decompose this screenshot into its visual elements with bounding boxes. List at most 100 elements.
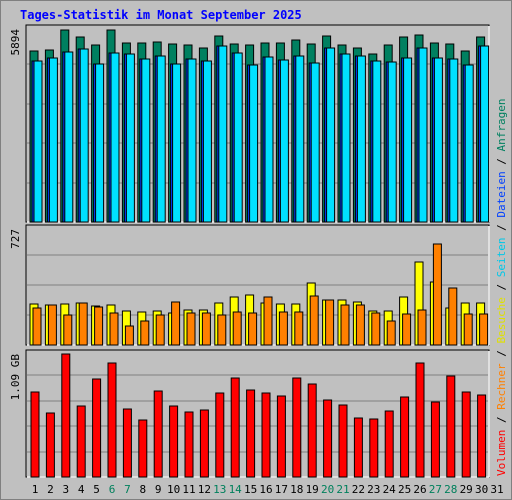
legend-seiten: Seiten xyxy=(495,237,508,278)
x-tick-label-day-23: 23 xyxy=(367,483,380,496)
bar-seiten-day-30 xyxy=(480,45,490,223)
x-tick-label-day-19: 19 xyxy=(306,483,319,496)
axis-max-label-bottom: 1.09 GB xyxy=(9,354,22,401)
bar-volumen-day-27 xyxy=(430,401,440,478)
bar-seiten-day-26 xyxy=(418,47,428,223)
bar-rechner-day-9 xyxy=(155,314,165,346)
x-tick-label-day-3: 3 xyxy=(62,483,69,496)
x-tick-label-day-30: 30 xyxy=(475,483,488,496)
bar-seiten-day-21 xyxy=(341,53,351,223)
bar-seiten-day-19 xyxy=(310,62,320,223)
bar-seiten-day-11 xyxy=(187,58,197,223)
x-tick-label-day-16: 16 xyxy=(259,483,272,496)
legend-separator: / xyxy=(495,416,508,424)
x-tick-label-day-26: 26 xyxy=(413,483,426,496)
x-tick-label-day-29: 29 xyxy=(460,483,473,496)
x-tick-label-day-17: 17 xyxy=(275,483,288,496)
bar-seiten-day-20 xyxy=(326,47,336,223)
x-tick-label-day-25: 25 xyxy=(398,483,411,496)
x-tick-label-day-18: 18 xyxy=(290,483,303,496)
x-tick-label-day-2: 2 xyxy=(47,483,54,496)
bar-seiten-day-23 xyxy=(372,60,382,223)
bar-rechner-day-2 xyxy=(47,304,57,346)
bar-volumen-day-23 xyxy=(369,418,379,478)
x-tick-label-day-15: 15 xyxy=(244,483,257,496)
bar-rechner-day-24 xyxy=(386,320,396,346)
bar-seiten-day-1 xyxy=(33,60,43,223)
bar-volumen-day-28 xyxy=(446,375,456,478)
bar-seiten-day-28 xyxy=(449,58,459,223)
bar-seiten-day-10 xyxy=(172,63,182,223)
bar-rechner-day-4 xyxy=(78,302,88,346)
x-tick-label-day-4: 4 xyxy=(78,483,85,496)
bar-volumen-day-14 xyxy=(230,377,240,478)
x-tick-label-day-22: 22 xyxy=(352,483,365,496)
bar-seiten-day-15 xyxy=(249,64,259,223)
legend-separator: / xyxy=(495,350,508,357)
bar-volumen-day-10 xyxy=(169,405,179,478)
bar-rechner-day-10 xyxy=(171,301,181,346)
legend-separator: / xyxy=(495,224,508,231)
bar-volumen-day-7 xyxy=(122,408,132,478)
x-tick-label-day-12: 12 xyxy=(198,483,211,496)
bar-volumen-day-25 xyxy=(400,396,410,478)
bar-seiten-day-4 xyxy=(79,48,89,223)
bar-rechner-day-21 xyxy=(340,304,350,346)
bar-rechner-day-25 xyxy=(402,313,412,346)
bar-volumen-day-30 xyxy=(477,394,487,478)
bar-volumen-day-11 xyxy=(184,411,194,478)
bar-rechner-day-7 xyxy=(124,325,134,346)
bar-volumen-day-12 xyxy=(199,409,209,478)
x-tick-label-day-14: 14 xyxy=(229,483,243,496)
x-tick-label-day-13: 13 xyxy=(213,483,226,496)
bar-seiten-day-3 xyxy=(64,51,74,223)
bar-seiten-day-18 xyxy=(295,55,305,223)
bar-volumen-day-9 xyxy=(153,390,163,478)
legend-separator: / xyxy=(495,158,508,165)
bar-seiten-day-12 xyxy=(202,60,212,223)
bar-seiten-day-29 xyxy=(464,64,474,223)
legend-besuche: Besuche xyxy=(495,297,508,344)
bar-rechner-day-11 xyxy=(186,312,196,346)
x-tick-label-day-21: 21 xyxy=(336,483,349,496)
x-tick-label-day-20: 20 xyxy=(321,483,334,496)
bar-rechner-day-12 xyxy=(201,312,211,346)
legend-dateien: Dateien xyxy=(495,171,508,218)
bar-seiten-day-7 xyxy=(125,53,135,223)
x-tick-label-day-28: 28 xyxy=(444,483,457,496)
bar-volumen-day-29 xyxy=(461,391,471,478)
x-tick-label-day-24: 24 xyxy=(383,483,397,496)
bar-seiten-day-22 xyxy=(356,55,366,223)
x-tick-label-day-8: 8 xyxy=(139,483,146,496)
bar-rechner-day-15 xyxy=(248,312,258,346)
legend-volumen: Volumen xyxy=(495,429,508,476)
bar-volumen-day-15 xyxy=(246,389,256,478)
x-tick-label-day-1: 1 xyxy=(32,483,39,496)
bar-rechner-day-22 xyxy=(355,304,365,346)
bar-seiten-day-5 xyxy=(95,63,105,223)
bar-seiten-day-2 xyxy=(48,57,58,223)
bar-volumen-day-22 xyxy=(353,417,363,478)
bar-rechner-day-13 xyxy=(217,314,227,346)
bar-rechner-day-14 xyxy=(232,311,242,346)
bar-seiten-day-27 xyxy=(433,57,443,223)
bar-rechner-day-28 xyxy=(448,287,458,346)
axis-max-label-middle: 727 xyxy=(9,229,22,249)
panel-bottom xyxy=(25,349,490,478)
bar-volumen-day-24 xyxy=(384,410,394,478)
bar-volumen-day-5 xyxy=(92,378,102,478)
bar-volumen-day-8 xyxy=(138,419,148,478)
x-tick-label-day-5: 5 xyxy=(93,483,100,496)
legend-rechner: Rechner xyxy=(495,363,508,410)
bar-volumen-day-20 xyxy=(323,399,333,478)
legend-separator: / xyxy=(495,283,508,291)
bar-volumen-day-2 xyxy=(45,412,55,478)
bar-seiten-day-16 xyxy=(264,56,274,223)
bar-rechner-day-6 xyxy=(109,312,119,346)
axis-max-label-top: 5894 xyxy=(9,29,22,56)
bar-volumen-day-1 xyxy=(30,391,40,478)
bar-seiten-day-6 xyxy=(110,52,120,223)
bar-seiten-day-14 xyxy=(233,52,243,223)
bar-volumen-day-19 xyxy=(307,383,317,478)
x-tick-label-day-31: 31 xyxy=(490,483,503,496)
